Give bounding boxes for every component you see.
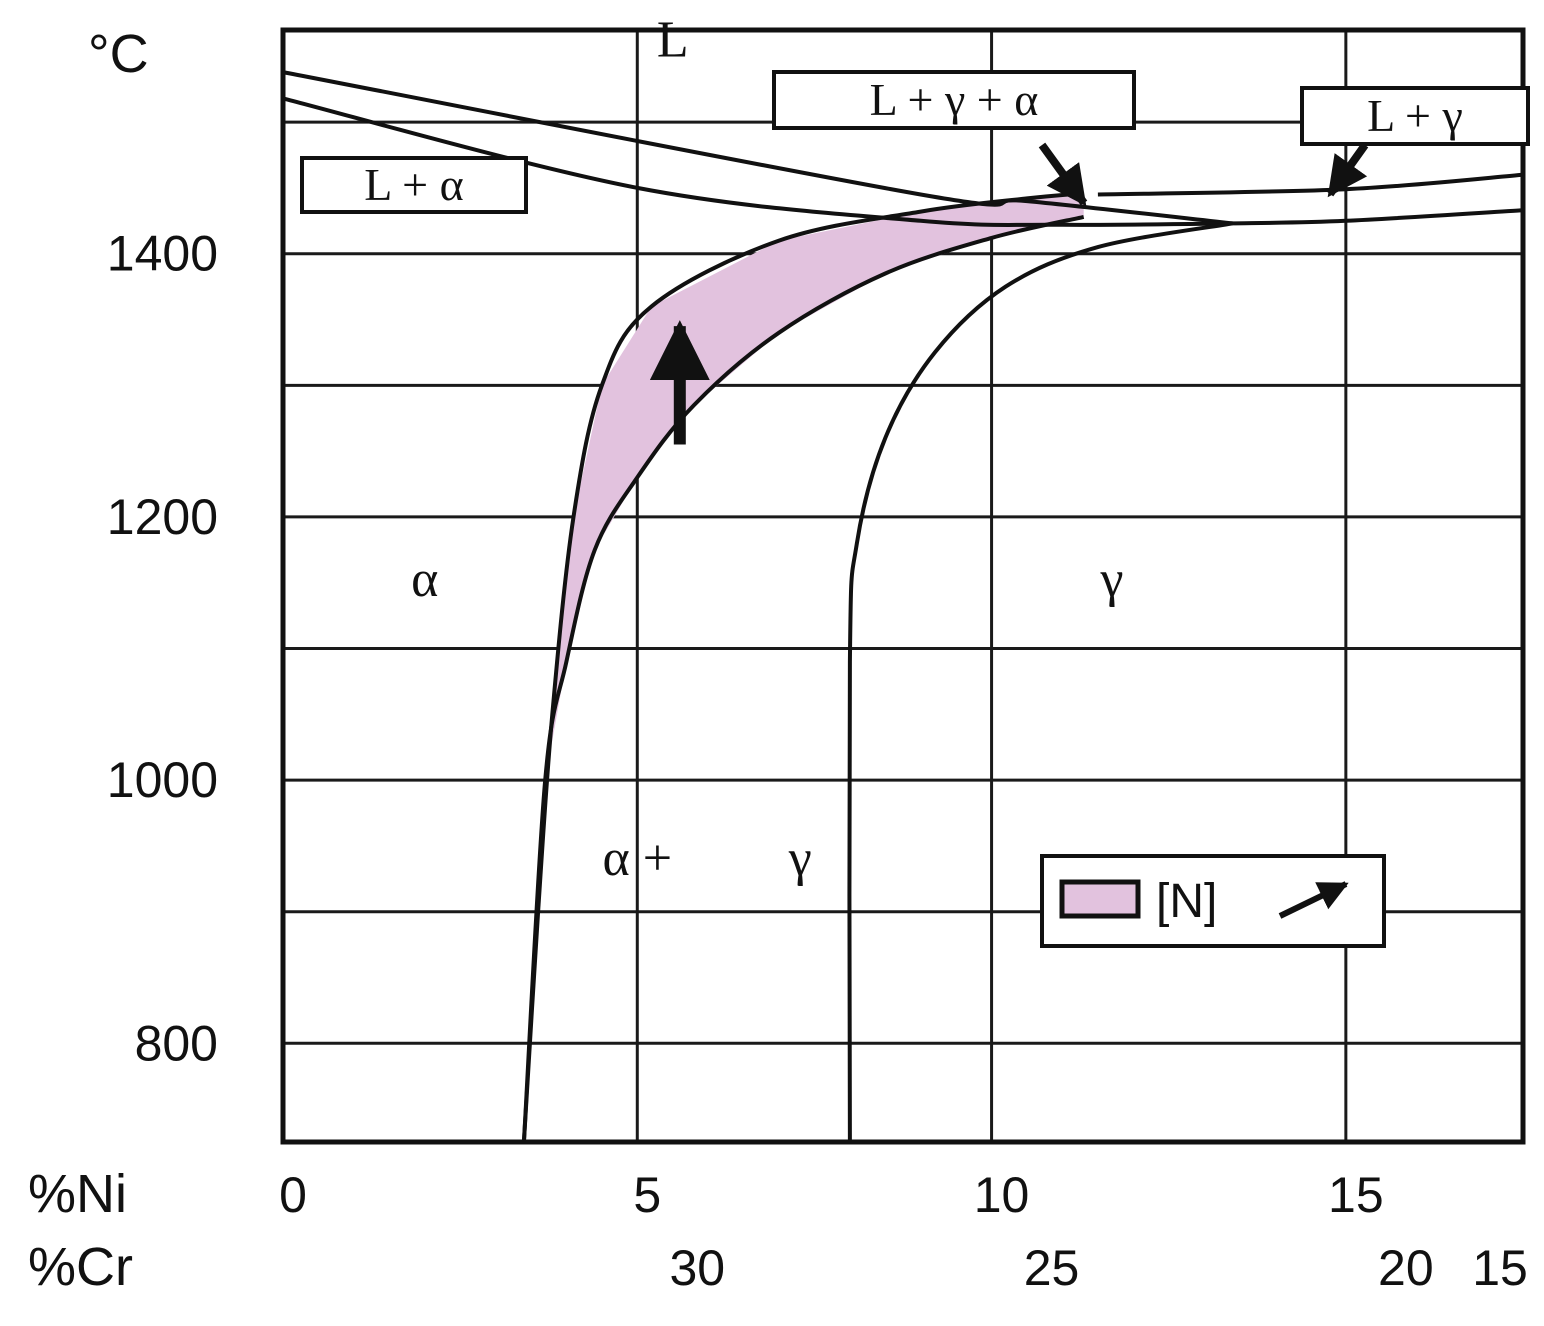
y-unit-label: °C: [88, 24, 149, 84]
x-tick-label-ni: 10: [974, 1167, 1030, 1223]
x-tick-labels-ni: 0 5 10 15: [279, 1167, 1384, 1223]
y-tick-label: 1200: [107, 489, 218, 545]
arrows: [649, 142, 1369, 445]
x-tick-label-cr: 15: [1472, 1240, 1528, 1296]
curve-solidus-gamma: [1232, 208, 1524, 226]
x-axis-cr-label: %Cr: [28, 1237, 133, 1297]
legend-swatch: [1059, 879, 1141, 919]
x-tick-label-cr: 30: [669, 1240, 725, 1296]
curve-nitrogen-shifted-boundary: [521, 214, 1085, 1143]
y-tick-labels: 1400 1200 1000 800: [107, 226, 218, 1072]
region-label-alpha: α: [411, 551, 438, 608]
region-label-gamma: γ: [1100, 551, 1124, 608]
legend-label: [N]: [1156, 875, 1217, 928]
x-tick-label-ni: 0: [279, 1167, 307, 1223]
boxed-label-L-gamma-alpha: L + γ + α: [772, 70, 1136, 130]
legend: [N]: [1040, 854, 1386, 948]
boxed-label-text: L + γ + α: [870, 74, 1039, 125]
x-tick-label-ni: 15: [1328, 1167, 1384, 1223]
region-label-alpha-gamma-g: γ: [788, 830, 812, 887]
boxed-label-L-gamma: L + γ: [1300, 86, 1530, 146]
arrow-l-gamma-pointer: [1326, 142, 1369, 198]
legend-arrow-icon: [1278, 881, 1349, 919]
nitrogen-shaded-band: [523, 193, 1084, 1142]
boxed-label-text: L + γ: [1367, 90, 1463, 141]
x-axis-ni-label: %Ni: [28, 1164, 127, 1224]
region-label-L: L: [657, 11, 689, 68]
region-labels: Lα γ α + γ: [411, 11, 1123, 887]
y-tick-label: 800: [135, 1015, 218, 1071]
boxed-label-text: L + α: [364, 159, 463, 210]
y-tick-label: 1400: [107, 226, 218, 282]
arrow-l-gamma-alpha-pointer: [1038, 142, 1088, 207]
curve-solidus-alpha: [282, 96, 1233, 227]
curve-gamma-alpha-gamma-boundary: [847, 221, 1233, 1143]
region-label-alpha-plus: α +: [602, 830, 672, 887]
x-tick-label-ni: 5: [633, 1167, 661, 1223]
plot-frame: [280, 27, 1526, 1145]
curve-liquidus-gamma: [1097, 172, 1524, 197]
y-tick-label: 1000: [107, 752, 218, 808]
boxed-labels: L + α L + γ + α L + γ: [300, 70, 1530, 214]
curve-alpha-alpha-gamma-boundary: [521, 191, 1084, 1143]
x-tick-label-cr: 20: [1378, 1240, 1434, 1296]
curve-liquidus-alpha: [282, 70, 1233, 226]
boxed-label-L-alpha: L + α: [300, 156, 528, 214]
x-tick-labels-cr: 30 25 20 15: [669, 1240, 1527, 1296]
grid: [283, 30, 1523, 1142]
x-tick-label-cr: 25: [1024, 1240, 1080, 1296]
